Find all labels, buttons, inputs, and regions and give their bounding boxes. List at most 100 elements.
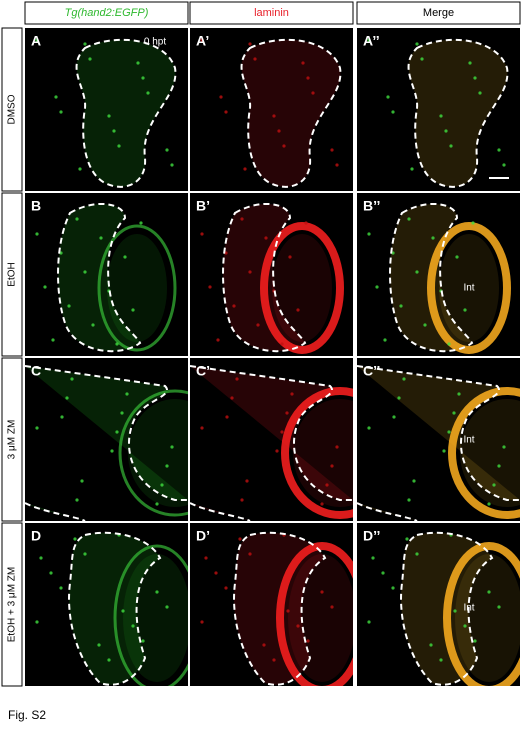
cell bbox=[447, 430, 451, 434]
cell bbox=[35, 620, 39, 624]
cell bbox=[386, 95, 390, 99]
cell bbox=[35, 38, 39, 42]
panel-label: A’ bbox=[196, 33, 209, 49]
cell bbox=[412, 479, 416, 483]
row-label: DMSO bbox=[7, 94, 18, 124]
cell bbox=[123, 255, 127, 259]
cell bbox=[219, 95, 223, 99]
dashed-outline bbox=[75, 38, 177, 188]
cell bbox=[70, 377, 74, 381]
cell bbox=[497, 464, 501, 468]
cell bbox=[141, 639, 145, 643]
cell bbox=[264, 236, 268, 240]
cell bbox=[240, 498, 244, 502]
cell bbox=[320, 590, 324, 594]
cell bbox=[381, 571, 385, 575]
row-label-box bbox=[1, 357, 23, 522]
cell bbox=[455, 255, 459, 259]
cell bbox=[391, 586, 395, 590]
cell bbox=[35, 426, 39, 430]
cell bbox=[139, 221, 143, 225]
panel: A’ bbox=[190, 28, 353, 191]
panel: B bbox=[25, 193, 188, 356]
column-header-box bbox=[24, 1, 189, 25]
cell bbox=[200, 426, 204, 430]
cell bbox=[75, 217, 79, 221]
cell bbox=[59, 586, 63, 590]
cell bbox=[115, 342, 119, 346]
cell bbox=[240, 217, 244, 221]
cell bbox=[272, 114, 276, 118]
panel-bg bbox=[25, 28, 188, 191]
panel: C’ bbox=[190, 358, 353, 521]
cell bbox=[391, 110, 395, 114]
cell bbox=[110, 449, 114, 453]
panel: C’’ Int bbox=[357, 358, 520, 521]
panel-bg bbox=[190, 358, 353, 521]
cell bbox=[447, 342, 451, 346]
intestine-ring bbox=[113, 544, 188, 686]
panel-label: D’ bbox=[196, 528, 210, 544]
cell bbox=[452, 411, 456, 415]
cell bbox=[375, 285, 379, 289]
intestine-ring bbox=[118, 389, 188, 517]
panel-label: C bbox=[31, 363, 41, 379]
cell bbox=[117, 144, 121, 148]
intestine-lumen bbox=[107, 234, 167, 342]
cell bbox=[200, 38, 204, 42]
cell bbox=[397, 396, 401, 400]
cell bbox=[502, 163, 506, 167]
cell bbox=[224, 110, 228, 114]
panel: D’’ Int bbox=[357, 523, 520, 686]
dashed-outline bbox=[222, 202, 307, 353]
panel-note: Int bbox=[463, 603, 474, 614]
row-label-box bbox=[1, 522, 23, 687]
dashed-outline bbox=[68, 531, 162, 686]
row-label: EtOH bbox=[7, 262, 18, 286]
panel: A’’ bbox=[357, 28, 520, 191]
cell bbox=[453, 609, 457, 613]
panel-label: D’’ bbox=[363, 528, 380, 544]
cell bbox=[245, 479, 249, 483]
intestine-lumen bbox=[439, 234, 499, 342]
dashed-outline bbox=[240, 38, 342, 188]
intestine-lumen bbox=[288, 554, 353, 682]
intestine-ring bbox=[281, 387, 353, 519]
cell bbox=[497, 605, 501, 609]
cell bbox=[280, 430, 284, 434]
cell bbox=[60, 415, 64, 419]
panel-label: C’ bbox=[196, 363, 210, 379]
cell bbox=[399, 304, 403, 308]
cell bbox=[165, 148, 169, 152]
cell bbox=[78, 167, 82, 171]
panel-bg bbox=[25, 523, 188, 686]
cell bbox=[49, 571, 53, 575]
cell bbox=[51, 338, 55, 342]
cell bbox=[468, 61, 472, 65]
cell bbox=[39, 556, 43, 560]
dashed-outline bbox=[57, 202, 142, 353]
cell bbox=[208, 285, 212, 289]
cell bbox=[136, 61, 140, 65]
cell bbox=[463, 624, 467, 628]
panel-bg bbox=[190, 28, 353, 191]
cell bbox=[275, 449, 279, 453]
cell bbox=[170, 445, 174, 449]
cell bbox=[407, 498, 411, 502]
panel-bg bbox=[357, 358, 520, 521]
cell bbox=[492, 483, 496, 487]
cell bbox=[444, 129, 448, 133]
dashed-outline bbox=[389, 202, 474, 353]
panel-bg bbox=[25, 358, 188, 521]
panel-label: D bbox=[31, 528, 41, 544]
cell bbox=[296, 308, 300, 312]
panel-bg bbox=[25, 193, 188, 356]
dashed-outline bbox=[407, 38, 509, 188]
cell bbox=[473, 639, 477, 643]
cell bbox=[457, 392, 461, 396]
cell bbox=[330, 605, 334, 609]
cell bbox=[238, 537, 242, 541]
cell bbox=[429, 643, 433, 647]
cell bbox=[330, 148, 334, 152]
